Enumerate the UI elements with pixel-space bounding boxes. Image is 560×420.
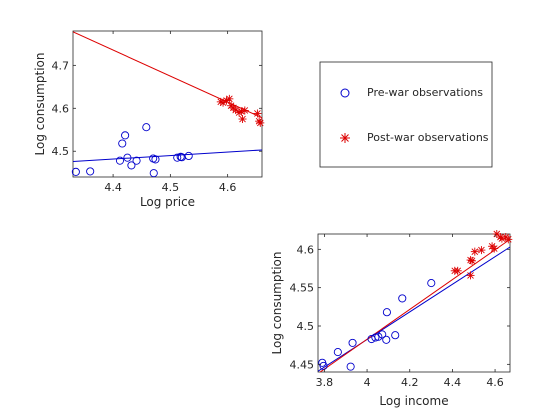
data-point-post-war [238,115,247,124]
y-tick-label: 4.45 [290,358,315,371]
fit-line [318,246,510,372]
legend-marker-pre-war [340,88,350,98]
y-axis-label: Log consumption [270,252,284,355]
x-tick-label: 4.4 [104,181,122,194]
fit-line [73,149,262,163]
data-point-post-war [453,266,462,275]
data-point-post-war [504,235,513,244]
data-point-pre-war [71,167,80,176]
data-point-pre-war [115,156,125,165]
income-scatter-panel: 3.8 4 4.2 4.4 4.6 4.45 4.5 4.55 4.6 Log income L… [270,230,513,408]
data-point-post-war [253,109,262,118]
fit-line [73,31,262,119]
y-tick-label: 4.55 [290,282,315,295]
data-point-pre-war [374,332,383,341]
data-point-post-war [240,106,249,115]
data-point-pre-war [391,331,400,340]
data-point-pre-war [333,348,342,357]
y-tick-label: 4.5 [52,145,70,158]
data-point-pre-war [86,167,95,176]
data-point-pre-war [398,294,407,303]
data-point-pre-war [123,153,132,162]
data-point-post-war [466,271,475,280]
data-point-post-war [256,118,265,127]
plot-area-frame [317,233,511,373]
x-tick-label: 4.5 [162,181,180,194]
plot-marks [71,31,265,178]
x-axis-label: Log price [140,195,195,209]
y-axis-label: Log consumption [33,53,47,156]
data-point-pre-war [142,123,151,132]
fit-line [319,238,510,372]
data-point-pre-war [151,155,160,164]
legend: Pre-war observations Post-war observatio… [319,61,493,168]
axis-ticks: 4.4 4.5 4.6 4.5 4.6 4.7 [52,31,262,194]
legend-box [319,61,493,168]
data-point-pre-war [427,279,436,288]
plot-marks [318,230,513,372]
data-point-post-war [235,108,244,117]
data-point-post-war [468,256,477,265]
data-point-pre-war [121,131,130,140]
data-point-post-war [225,94,234,103]
data-point-pre-war [371,333,380,342]
y-tick-label: 4.6 [297,243,315,256]
price-scatter-panel: 4.4 4.5 4.6 4.5 4.6 4.7 Log price Log consump… [33,30,265,209]
x-tick-label: 4.6 [219,181,237,194]
plot-area-frame [72,30,263,178]
legend-label-post-war: Post-war observations [367,131,489,144]
data-point-pre-war [382,308,391,317]
data-point-pre-war [348,338,357,347]
axis-ticks: 3.8 4 4.2 4.4 4.6 4.45 4.5 4.55 4.6 [290,234,510,389]
data-point-pre-war [149,169,158,178]
data-point-pre-war [127,161,136,170]
data-point-pre-war [319,361,328,370]
data-point-post-war [470,247,479,256]
x-tick-label: 4.2 [401,376,419,389]
data-point-post-war [477,246,486,255]
x-axis-label: Log income [379,394,448,408]
y-tick-label: 4.5 [297,320,315,333]
y-tick-label: 4.7 [52,59,70,72]
data-point-pre-war [378,330,387,339]
x-tick-label: 3.8 [316,376,334,389]
legend-marker-post-war [340,133,350,143]
data-point-pre-war [173,153,182,162]
data-point-pre-war [118,139,127,148]
data-point-pre-war [184,151,193,161]
x-tick-label: 4.4 [444,376,462,389]
x-tick-label: 4 [364,376,371,389]
x-tick-label: 4.6 [486,376,504,389]
data-point-pre-war [382,335,391,344]
y-tick-label: 4.6 [52,102,70,115]
data-point-pre-war [132,156,141,165]
legend-label-pre-war: Pre-war observations [367,86,483,99]
data-point-post-war [490,244,499,253]
data-point-pre-war [346,362,355,371]
